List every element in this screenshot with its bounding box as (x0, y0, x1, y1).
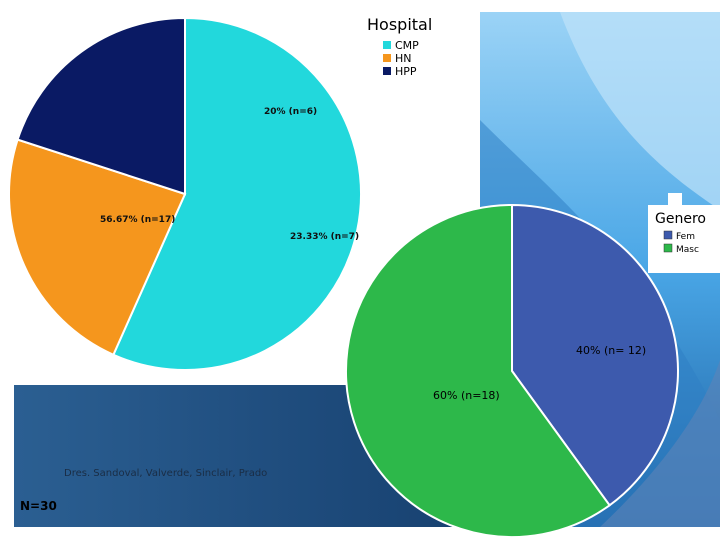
hosp-slice-hn (8, 138, 187, 357)
sample-size-text: N=30 (20, 499, 57, 513)
hosp-legend-swatch-cmp (383, 41, 391, 49)
hosp-legend-label-cmp: CMP (395, 39, 419, 52)
gen-slice-label-masc: 60% (n=18) (433, 389, 500, 402)
hospital-slice-labels: 56.67% (n=17) 23.33% (n=7) 20% (n=6) (100, 107, 359, 242)
hospital-chart-title: Hospital (367, 15, 432, 34)
hosp-slice-label-hpp: 20% (n=6) (264, 107, 317, 117)
gen-legend-swatch-masc (663, 243, 673, 253)
hosp-slice-label-hn: 23.33% (n=7) (290, 232, 359, 242)
genero-legend-box (648, 205, 720, 273)
genero-chart-title: Genero (655, 211, 706, 227)
hosp-legend-label-hpp: HPP (395, 65, 417, 78)
hosp-slice-hpp (16, 16, 186, 196)
genero-slices (345, 203, 679, 538)
gen-slice-masc (345, 203, 611, 538)
gen-legend-label-fem: Fem (676, 232, 695, 242)
hosp-slice-cmp (112, 16, 362, 371)
genero-legend: Fem Masc (663, 230, 699, 255)
genero-pie-chart: Genero 40% (n= 12) 60% (n=18) Fem Masc (345, 193, 720, 538)
hospital-pie-chart: Hospital 56.67% (n=17) 23.33% (n=7) 20% (n… (8, 15, 432, 371)
low-swoosh (600, 360, 720, 527)
genero-legend-tab (668, 193, 682, 207)
genero-slice-labels: 40% (n= 12) 60% (n=18) (433, 344, 646, 402)
hosp-legend-swatch-hpp (383, 67, 391, 75)
gen-slice-label-fem: 40% (n= 12) (576, 344, 646, 357)
authors-text: Dres. Sandoval, Valverde, Sinclair, Prad… (64, 468, 267, 479)
light-swoosh (560, 12, 720, 210)
hosp-slice-label-cmp: 56.67% (n=17) (100, 215, 175, 225)
hosp-legend-swatch-hn (383, 54, 391, 62)
hosp-legend-label-hn: HN (395, 52, 412, 65)
hospital-slices (8, 16, 362, 371)
gen-legend-swatch-fem (663, 230, 673, 240)
gen-legend-label-masc: Masc (676, 245, 699, 255)
gen-slice-fem (511, 203, 679, 507)
